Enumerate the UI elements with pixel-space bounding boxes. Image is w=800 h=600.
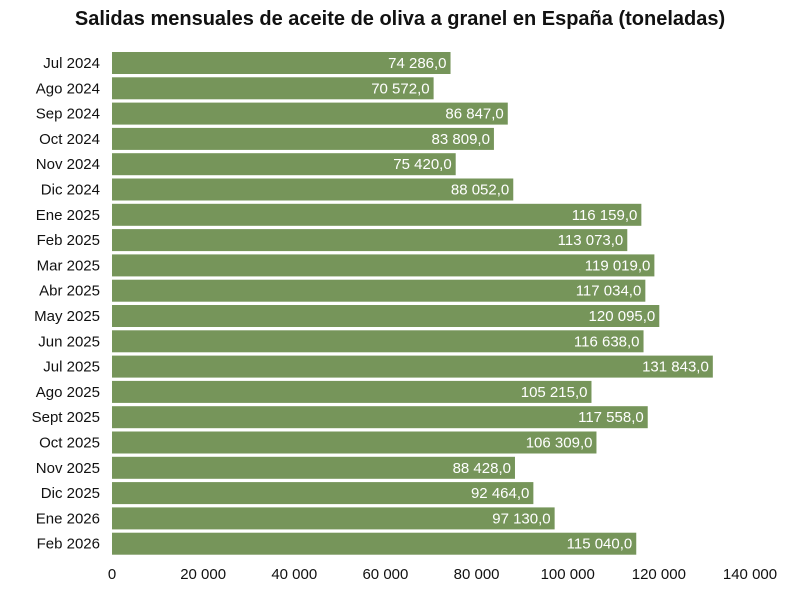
bar (112, 229, 628, 252)
data-label: 92 464,0 (471, 485, 529, 502)
category-label: Sept 2025 (32, 409, 100, 426)
x-tick-label: 0 (108, 566, 116, 583)
data-label: 116 638,0 (574, 333, 640, 350)
data-label: 88 052,0 (451, 182, 509, 199)
category-label: Oct 2025 (39, 435, 100, 452)
category-label: Ago 2025 (36, 384, 100, 401)
bar (112, 355, 713, 378)
x-tick-label: 100 000 (541, 566, 595, 583)
data-label: 117 034,0 (576, 283, 642, 300)
category-label: Sep 2024 (36, 106, 100, 123)
category-label: Mar 2025 (37, 257, 100, 274)
category-label: Jun 2025 (38, 333, 100, 350)
data-label: 74 286,0 (388, 55, 446, 72)
bar (112, 178, 514, 201)
category-label: Nov 2024 (36, 156, 100, 173)
x-tick-label: 140 000 (723, 566, 777, 583)
bars-group (112, 52, 713, 555)
bar (112, 102, 508, 125)
data-label: 116 159,0 (572, 207, 638, 224)
data-label: 131 843,0 (642, 359, 709, 376)
data-label: 117 558,0 (578, 409, 644, 426)
x-tick-label: 20 000 (180, 566, 226, 583)
bar (112, 127, 494, 150)
data-label: 86 847,0 (445, 106, 503, 123)
bar (112, 406, 648, 429)
chart-title: Salidas mensuales de aceite de oliva a g… (74, 8, 726, 30)
bar (112, 456, 515, 479)
category-label: Jul 2024 (43, 55, 100, 72)
category-label: Oct 2024 (39, 131, 100, 148)
x-tick-label: 60 000 (362, 566, 408, 583)
data-label: 75 420,0 (393, 156, 451, 173)
bar (112, 77, 434, 100)
x-tick-label: 40 000 (271, 566, 317, 583)
data-label: 97 130,0 (492, 510, 550, 527)
x-tick-label: 120 000 (632, 566, 686, 583)
data-label: 88 428,0 (453, 460, 511, 477)
data-label: 113 073,0 (558, 232, 624, 249)
x-tick-label: 80 000 (454, 566, 500, 583)
bar (112, 431, 597, 454)
category-label: Jul 2025 (43, 359, 100, 376)
category-label: Feb 2026 (37, 536, 100, 553)
bar (112, 305, 660, 327)
category-labels: Jul 2024 Ago 2024 Sep 2024 Oct 2024 Nov 2024… (32, 55, 100, 553)
category-label: Feb 2025 (37, 232, 100, 249)
category-label: Dic 2024 (41, 182, 100, 199)
data-label: 105 215,0 (521, 384, 588, 401)
bar (112, 330, 644, 353)
data-label: 106 309,0 (526, 435, 593, 452)
category-label: Dic 2025 (41, 485, 100, 502)
data-label: 120 095,0 (589, 308, 656, 325)
category-label: Ene 2025 (36, 207, 100, 224)
bar (112, 507, 555, 530)
category-label: Nov 2025 (36, 460, 100, 477)
bar (112, 279, 646, 302)
bar (112, 203, 642, 226)
category-label: Ago 2024 (36, 80, 100, 97)
category-label: May 2025 (34, 308, 100, 325)
data-label: 83 809,0 (432, 131, 490, 148)
category-label: Ene 2026 (36, 510, 100, 527)
data-label: 70 572,0 (371, 80, 429, 97)
value-labels: 74 286,0 70 572,0 86 847,0 83 809,0 75 420,0… (371, 55, 709, 553)
bar (112, 153, 456, 176)
x-axis-ticks: 0 20 000 40 000 60 000 80 000 100 000 120 000 1… (108, 566, 777, 583)
bar (112, 52, 451, 74)
bar (112, 380, 592, 403)
data-label: 115 040,0 (567, 536, 633, 553)
bar (112, 482, 534, 505)
bar (112, 532, 637, 555)
data-label: 119 019,0 (585, 257, 651, 274)
bar (112, 254, 655, 277)
category-label: Abr 2025 (39, 283, 100, 300)
